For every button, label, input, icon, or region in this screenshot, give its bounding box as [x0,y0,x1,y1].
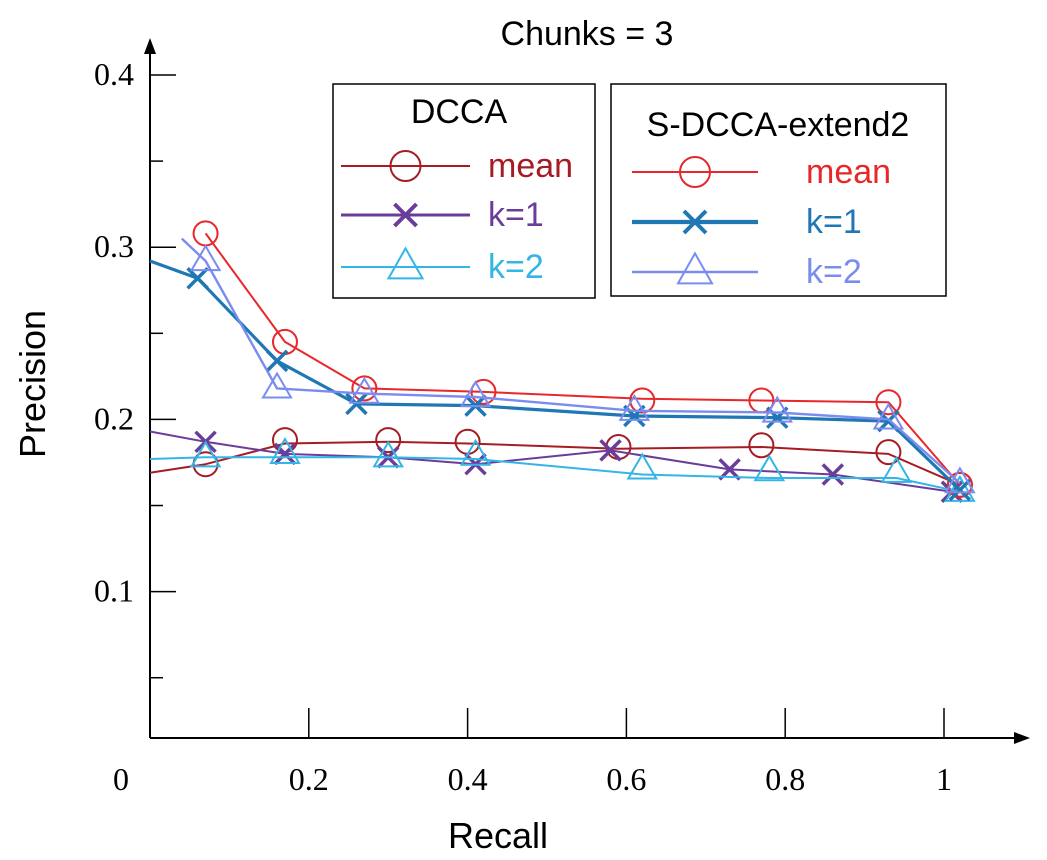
x-tick-label: 0.6 [606,761,646,797]
data-point [265,349,289,373]
axes [144,38,1030,744]
chart-title: Chunks = 3 [501,15,674,53]
x-tick-label: 0.2 [289,761,329,797]
axis-ticks: 0.1 0.2 0.3 0.4 0 0.2 0.4 0.6 0.8 1 [94,56,952,797]
data-point [273,442,297,466]
data-point [351,375,378,402]
data-point [389,150,422,182]
x-axis-arrow [1014,732,1030,744]
data-point [748,432,775,459]
data-point [875,439,902,466]
legend-label: k=1 [806,203,862,241]
legend-box-dcca: DCCA mean k=1 k=2 [332,83,596,299]
series-s-dcca-extend2-k2 [180,237,976,494]
x-tick-label: 0.8 [765,761,805,797]
data-point [682,209,708,235]
data-point [676,251,714,285]
data-point [948,478,972,502]
data-point [393,202,418,228]
y-axis-label: Precision [12,310,53,458]
data-point [872,402,905,430]
data-point [599,439,622,462]
data-point [375,427,402,454]
legend-title: S-DCCA-extend2 [647,106,910,144]
x-tick-label: 0 [113,761,129,797]
y-tick-label: 0.2 [94,400,134,436]
legend-label: mean [806,153,891,191]
legend-title: DCCA [411,93,508,131]
x-axis-label: Recall [448,815,548,856]
legend-label: k=2 [488,248,544,286]
x-tick-label: 0.4 [448,761,488,797]
data-point [821,463,845,486]
legend: DCCA mean k=1 k=2 S-DCCA-extend2 mean k=1 k=2 [332,83,947,299]
data-point [372,440,404,468]
legend-frame [332,83,596,299]
data-point [470,378,497,405]
series-line [204,232,961,486]
data-point [944,474,976,502]
y-tick-label: 0.1 [94,573,134,609]
series-line [149,430,953,493]
legend-box-s-dcca-extend2: S-DCCA-extend2 mean k=1 k=2 [610,83,947,297]
data-point [459,438,492,466]
data-point [880,455,913,483]
series-line [180,237,961,484]
data-point [761,395,794,423]
data-point [679,156,711,188]
data-point [269,436,301,464]
data-point [189,244,222,272]
data-point [753,454,786,482]
data-point [944,466,976,494]
legend-label: mean [488,147,573,185]
data-point [345,392,368,416]
y-tick-label: 0.4 [94,56,134,92]
data-point [459,380,492,408]
legend-label: k=2 [806,253,862,291]
data-point [946,471,973,498]
x-tick-label: 1 [936,761,952,797]
data-point [626,452,659,480]
data-point [618,393,651,421]
data-point [386,246,425,280]
series-layer [149,220,976,503]
data-point [605,433,632,460]
series-line [149,456,961,493]
series-dcca-k2 [149,436,976,502]
data-point [875,389,902,416]
legend-label: k=1 [488,196,544,234]
data-point [629,387,656,414]
y-axis-arrow [144,38,156,54]
y-tick-label: 0.3 [94,228,134,264]
legend-frame [610,83,947,297]
data-point [189,440,222,468]
data-point [261,371,293,399]
data-point [186,266,209,290]
data-point [348,376,381,404]
